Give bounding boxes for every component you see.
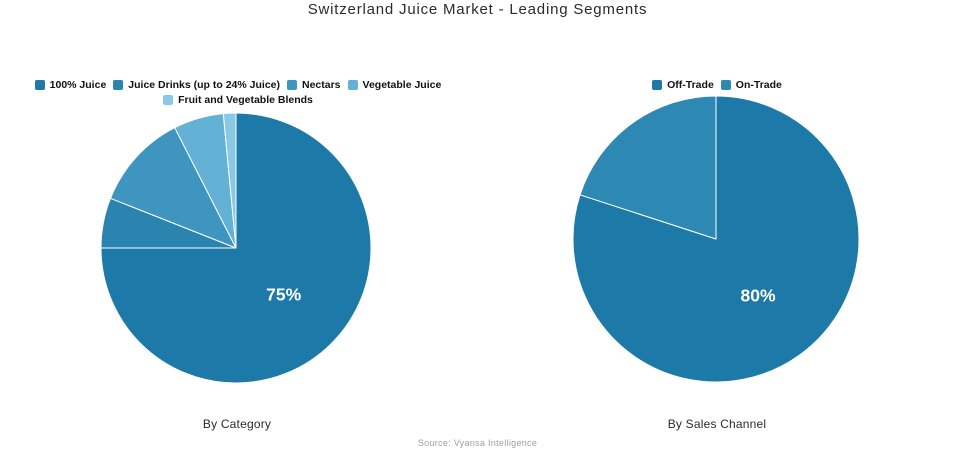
legend-label: Vegetable Juice (362, 79, 442, 91)
legend-item[interactable]: 100% Juice (34, 79, 107, 91)
legend-item[interactable]: Vegetable Juice (347, 79, 442, 91)
legend-item[interactable]: Fruit and Vegetable Blends (163, 94, 313, 106)
legend-swatch (720, 80, 731, 90)
slice-label: 80% (740, 285, 775, 305)
pie-slice (222, 112, 237, 249)
legend-swatch (34, 80, 45, 90)
legend-item[interactable]: On-Trade (720, 79, 782, 91)
source-note: Source: Vyansa Intelligence (417, 438, 538, 448)
legend-sales-channel: Off-Trade On-Trade (567, 79, 867, 91)
legend-label: Fruit and Vegetable Blends (178, 94, 313, 106)
pie-chart-sales-channel: 80% (572, 95, 860, 383)
legend-swatch (287, 80, 297, 90)
legend-item[interactable]: Off-Trade (652, 79, 714, 91)
chart-title: Switzerland Juice Market - Leading Segme… (307, 1, 648, 18)
legend-swatch (652, 80, 663, 90)
chart-caption-category: By Category (202, 417, 272, 431)
pie-slice (579, 95, 717, 240)
legend-label: On-Trade (735, 79, 782, 91)
pie-slice (109, 127, 237, 249)
pie-chart-category: 75% (100, 112, 372, 384)
legend-item[interactable]: Nectars (287, 79, 341, 91)
chart-caption-sales-channel: By Sales Channel (667, 417, 767, 431)
legend-label: Off-Trade (667, 79, 714, 91)
legend-label: Juice Drinks (up to 24% Juice) (128, 79, 280, 91)
legend-label: Nectars (302, 79, 341, 91)
legend-swatch (163, 95, 174, 105)
legend-category: 100% Juice Juice Drinks (up to 24% Juice)… (13, 79, 463, 106)
legend-swatch (113, 80, 124, 90)
legend-label: 100% Juice (49, 79, 107, 91)
legend-swatch (347, 80, 358, 90)
legend-item[interactable]: Juice Drinks (up to 24% Juice) (113, 79, 280, 91)
slice-label: 75% (266, 284, 301, 304)
